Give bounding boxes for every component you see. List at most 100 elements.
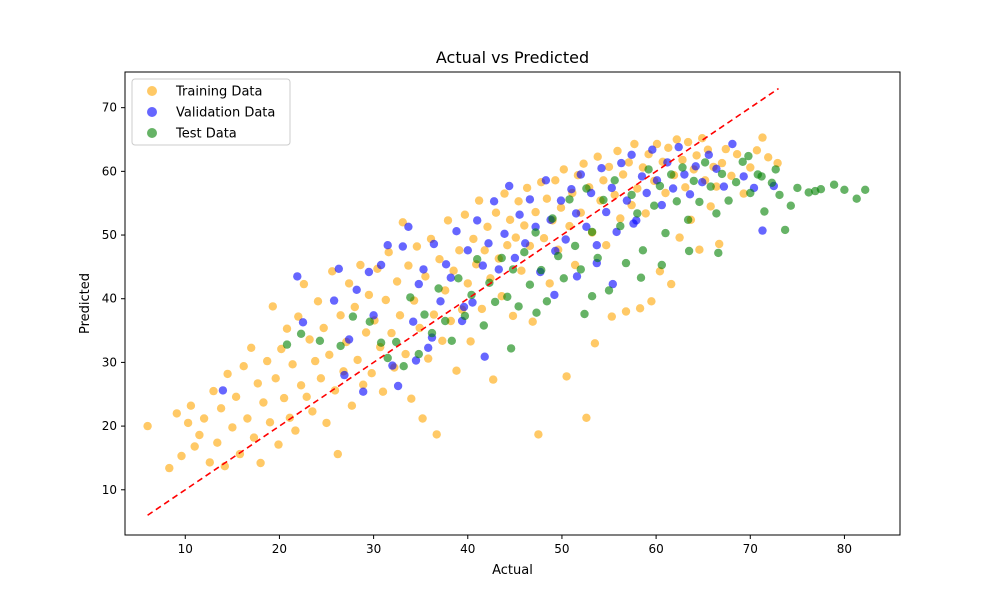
- data-point: [627, 150, 636, 159]
- data-point: [293, 272, 302, 281]
- data-point: [647, 297, 656, 306]
- data-point: [406, 293, 415, 302]
- data-point: [399, 362, 408, 371]
- data-point: [369, 311, 378, 320]
- data-point: [811, 186, 820, 196]
- data-point: [706, 202, 715, 211]
- data-point: [259, 398, 268, 407]
- data-point: [511, 233, 520, 242]
- legend-label: Training Data: [175, 85, 262, 100]
- data-point: [717, 169, 727, 179]
- legend-label: Test Data: [175, 127, 237, 142]
- reference-line: [147, 87, 779, 516]
- data-point: [685, 190, 695, 199]
- data-point: [689, 176, 698, 186]
- data-point: [739, 172, 748, 181]
- y-tick-label: 20: [102, 419, 117, 433]
- data-point: [177, 451, 186, 461]
- data-point: [550, 290, 559, 300]
- data-point: [367, 369, 376, 378]
- data-point: [268, 302, 277, 311]
- data-point: [334, 264, 343, 273]
- data-point: [648, 145, 657, 154]
- data-point: [435, 255, 444, 264]
- data-point: [216, 404, 226, 413]
- data-point: [477, 304, 487, 314]
- data-point: [525, 280, 535, 289]
- data-point: [478, 261, 487, 270]
- data-point: [780, 225, 790, 235]
- data-point: [298, 318, 308, 327]
- data-point: [398, 242, 407, 251]
- data-point: [579, 159, 588, 168]
- data-point: [617, 158, 626, 168]
- data-point: [599, 176, 608, 185]
- data-point: [441, 286, 450, 295]
- data-point: [571, 209, 581, 218]
- data-point: [500, 229, 509, 238]
- data-point: [829, 180, 839, 189]
- data-point: [667, 279, 676, 289]
- data-point: [308, 407, 317, 416]
- data-point: [534, 430, 543, 439]
- data-point: [429, 239, 439, 249]
- data-point: [452, 227, 461, 236]
- data-point: [678, 155, 687, 165]
- data-point: [698, 178, 707, 187]
- data-point: [473, 216, 482, 225]
- data-point: [285, 413, 294, 422]
- data-point: [489, 375, 498, 384]
- data-point: [715, 239, 724, 249]
- data-point: [607, 183, 616, 193]
- data-point: [738, 157, 747, 166]
- data-point: [503, 241, 512, 250]
- data-point: [243, 414, 252, 423]
- data-point: [205, 458, 214, 467]
- data-point: [491, 208, 501, 217]
- data-point: [347, 401, 357, 410]
- data-point: [414, 349, 423, 359]
- data-point: [580, 309, 589, 319]
- data-point: [517, 266, 526, 275]
- data-point: [454, 274, 463, 283]
- data-point: [804, 188, 813, 197]
- data-point: [494, 265, 503, 274]
- data-point: [302, 392, 311, 401]
- data-point: [418, 414, 427, 423]
- data-point: [621, 258, 631, 268]
- data-point: [607, 312, 616, 321]
- data-point: [570, 241, 580, 251]
- y-tick-label: 10: [102, 483, 117, 497]
- data-point: [565, 221, 574, 231]
- data-point: [683, 137, 693, 147]
- data-point: [635, 304, 645, 313]
- data-point: [618, 170, 628, 179]
- data-point: [531, 207, 540, 217]
- data-point: [427, 328, 437, 338]
- legend-marker: [147, 128, 157, 138]
- scatter-points: [143, 133, 870, 473]
- data-point: [404, 222, 413, 231]
- data-point: [539, 234, 549, 243]
- data-point: [758, 133, 767, 142]
- data-point: [329, 296, 339, 305]
- data-point: [744, 151, 753, 161]
- data-point: [473, 255, 482, 264]
- data-point: [728, 139, 737, 149]
- data-point: [599, 195, 608, 205]
- data-point: [344, 335, 354, 344]
- data-point: [610, 176, 619, 185]
- data-point: [469, 234, 478, 244]
- data-point: [296, 381, 306, 390]
- data-point: [186, 401, 196, 410]
- data-point: [387, 328, 396, 338]
- data-point: [572, 272, 582, 281]
- data-point: [199, 414, 209, 423]
- data-point: [195, 430, 204, 440]
- data-point: [668, 184, 678, 193]
- data-point: [277, 344, 286, 354]
- data-point: [506, 344, 516, 353]
- data-point: [582, 222, 591, 231]
- data-point: [739, 189, 748, 198]
- data-point: [271, 374, 280, 383]
